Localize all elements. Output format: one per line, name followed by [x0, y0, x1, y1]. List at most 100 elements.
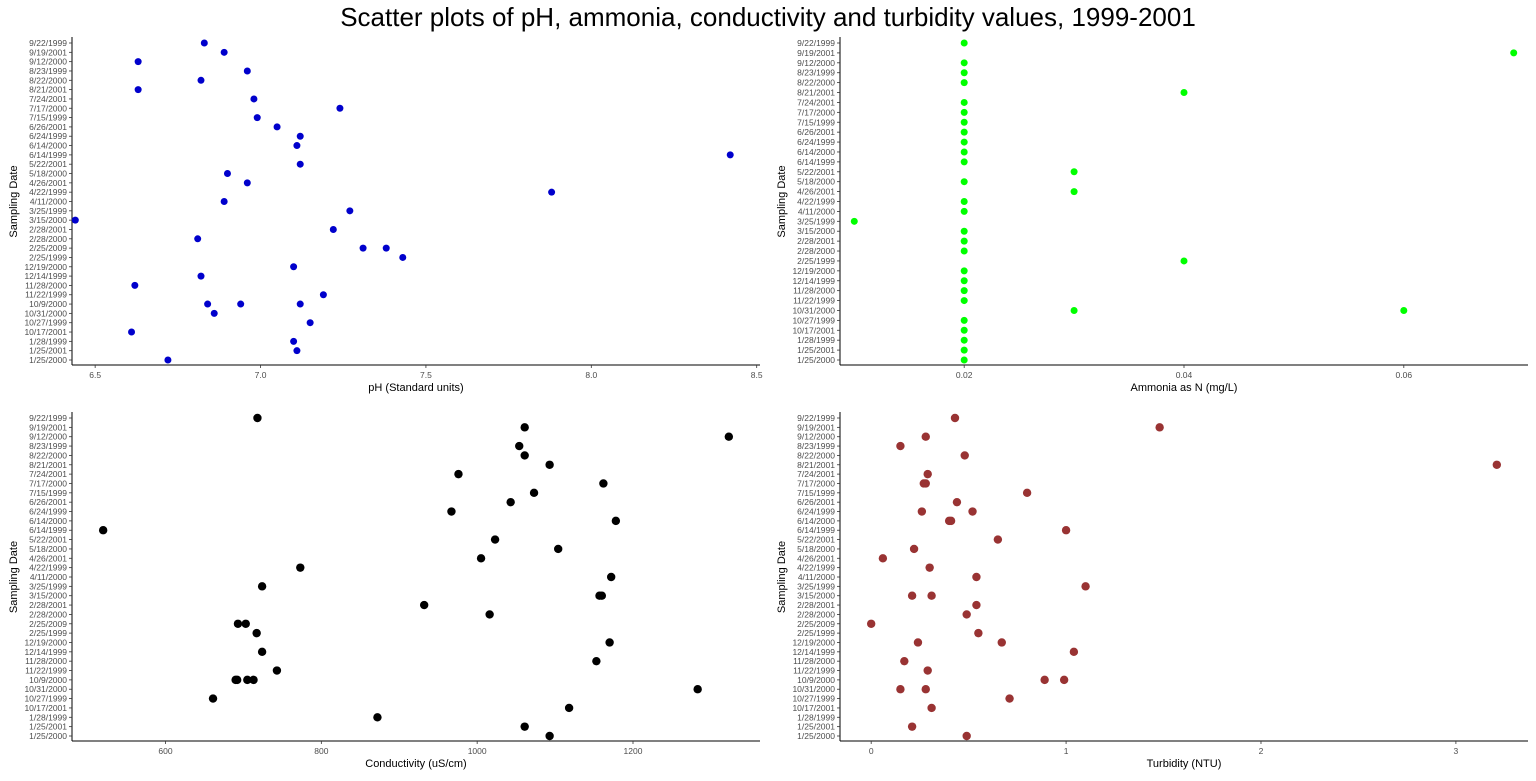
- turbidity-x-tick-label: 2: [1259, 746, 1264, 756]
- conductivity-y-tick-label: 6/14/2000: [29, 516, 67, 526]
- turbidity-data-point: [900, 656, 909, 666]
- conductivity-y-tick-label: 2/25/1999: [29, 628, 67, 638]
- ph-data-point: [200, 39, 208, 47]
- ph-data-point: [726, 151, 734, 159]
- turbidity-data-point: [923, 666, 932, 675]
- conductivity-y-tick-label: 9/22/1999: [29, 413, 67, 423]
- turbidity-x-tick-label: 0: [869, 746, 874, 756]
- ph-y-tick-label: 9/22/1999: [29, 38, 67, 48]
- ph-y-tick-label: 6/24/1999: [29, 131, 67, 141]
- ph-y-tick-label: 8/23/1999: [29, 66, 67, 76]
- turbidity-data-point: [917, 507, 927, 516]
- ammonia-data-point: [1510, 49, 1518, 57]
- ammonia-y-tick-label: 9/12/2000: [797, 58, 835, 68]
- ph-x-axis-label: pH (Standard units): [368, 382, 463, 394]
- turbidity-data-point: [962, 610, 971, 619]
- conductivity-data-point: [485, 610, 494, 619]
- turbidity-data-point: [960, 451, 969, 460]
- conductivity-y-tick-label: 7/15/1999: [29, 488, 67, 498]
- ph-data-point: [329, 225, 337, 233]
- ammonia-y-tick-label: 4/26/2001: [797, 187, 835, 197]
- ph-y-tick-label: 9/19/2001: [29, 47, 67, 57]
- ph-y-tick-label: 8/22/2000: [29, 75, 67, 85]
- ammonia-y-tick-label: 4/22/1999: [797, 197, 835, 207]
- ammonia-data-point: [960, 207, 968, 215]
- page-title: Scatter plots of pH, ammonia, conductivi…: [340, 2, 1196, 32]
- ammonia-y-tick-label: 11/22/1999: [793, 296, 835, 306]
- turbidity-data-point: [921, 479, 930, 488]
- conductivity-y-tick-label: 9/12/2000: [29, 432, 67, 442]
- turbidity-y-tick-label: 9/12/2000: [797, 432, 835, 442]
- turbidity-x-tick-label: 1: [1064, 746, 1069, 756]
- conductivity-data-point: [241, 619, 250, 628]
- ammonia-data-point: [1070, 306, 1078, 314]
- turbidity-y-tick-label: 10/31/2000: [792, 684, 835, 694]
- conductivity-data-point: [249, 675, 258, 685]
- ph-data-point: [220, 48, 228, 56]
- turbidity-y-tick-label: 5/22/2001: [797, 535, 835, 545]
- ammonia-y-tick-label: 12/19/2000: [792, 266, 835, 276]
- turbidity-data-point: [913, 638, 923, 647]
- turbidity-y-tick-label: 4/26/2001: [797, 553, 835, 563]
- ph-data-point: [71, 216, 79, 224]
- ph-y-tick-label: 10/9/2000: [29, 299, 67, 309]
- turbidity-data-point: [907, 591, 917, 600]
- turbidity-data-point: [1069, 647, 1079, 657]
- conductivity-data-point: [454, 469, 463, 479]
- ph-x-tick-label: 6.5: [89, 370, 101, 380]
- conductivity-y-tick-label: 7/24/2001: [29, 469, 67, 479]
- conductivity-data-point: [520, 423, 529, 432]
- turbidity-data-point: [952, 497, 962, 507]
- turbidity-y-tick-label: 6/14/1999: [797, 525, 835, 535]
- ammonia-x-axis-label: Ammonia as N (mg/L): [1131, 382, 1238, 394]
- ammonia-y-tick-label: 8/22/2000: [797, 78, 835, 88]
- conductivity-y-tick-label: 12/14/1999: [24, 647, 67, 657]
- conductivity-data-point: [243, 675, 252, 685]
- ph-y-tick-label: 11/22/1999: [25, 290, 67, 300]
- ph-data-point: [296, 300, 304, 308]
- ammonia-data-point: [960, 39, 968, 47]
- ph-y-tick-label: 11/28/2000: [25, 280, 67, 290]
- ammonia-y-tick-label: 2/28/2000: [797, 246, 835, 256]
- conductivity-y-tick-label: 4/11/2000: [30, 572, 67, 582]
- ammonia-y-tick-label: 5/22/2001: [797, 167, 835, 177]
- ammonia-y-tick-label: 3/15/2000: [797, 226, 835, 236]
- conductivity-data-point: [724, 432, 734, 441]
- turbidity-data-point: [972, 572, 981, 582]
- ph-data-point: [290, 337, 298, 345]
- turbidity-data-point: [921, 432, 930, 441]
- ammonia-data-point: [960, 237, 968, 245]
- conductivity-y-tick-label: 2/25/2009: [29, 619, 67, 629]
- conductivity-data-point: [506, 497, 515, 507]
- ph-y-tick-label: 2/25/2009: [29, 243, 67, 253]
- ammonia-scatter-panel: 9/22/19999/19/20019/12/20008/23/19998/22…: [776, 37, 1528, 394]
- ph-data-point: [399, 253, 407, 261]
- ph-data-point: [293, 347, 301, 355]
- ammonia-data-point: [960, 247, 968, 255]
- conductivity-y-tick-label: 7/17/2000: [29, 478, 67, 488]
- ammonia-data-point: [960, 108, 968, 116]
- ammonia-data-point: [960, 98, 968, 106]
- conductivity-y-tick-label: 10/31/2000: [24, 684, 67, 694]
- conductivity-x-tick-label: 800: [314, 746, 328, 756]
- ammonia-y-tick-label: 6/14/2000: [797, 147, 835, 157]
- ammonia-x-tick-label: 0.06: [1396, 370, 1413, 380]
- turbidity-data-point: [972, 600, 981, 610]
- ph-y-axis-label: Sampling Date: [8, 165, 20, 237]
- conductivity-data-point: [233, 619, 243, 628]
- ph-data-point: [134, 58, 142, 66]
- turbidity-y-axis-label: Sampling Date: [776, 541, 788, 613]
- conductivity-data-point: [611, 516, 621, 526]
- conductivity-y-tick-label: 3/25/1999: [29, 581, 67, 591]
- turbidity-y-tick-label: 8/22/2000: [797, 450, 835, 460]
- conductivity-y-tick-label: 1/25/2000: [29, 731, 67, 741]
- conductivity-y-tick-label: 10/9/2000: [29, 675, 67, 685]
- turbidity-y-tick-label: 10/27/1999: [792, 694, 835, 704]
- ph-data-point: [243, 67, 251, 75]
- ph-data-point: [336, 104, 344, 112]
- turbidity-y-tick-label: 8/21/2001: [797, 460, 835, 470]
- conductivity-y-tick-label: 10/17/2001: [24, 703, 67, 713]
- ammonia-data-point: [960, 316, 968, 324]
- ph-data-point: [204, 300, 212, 308]
